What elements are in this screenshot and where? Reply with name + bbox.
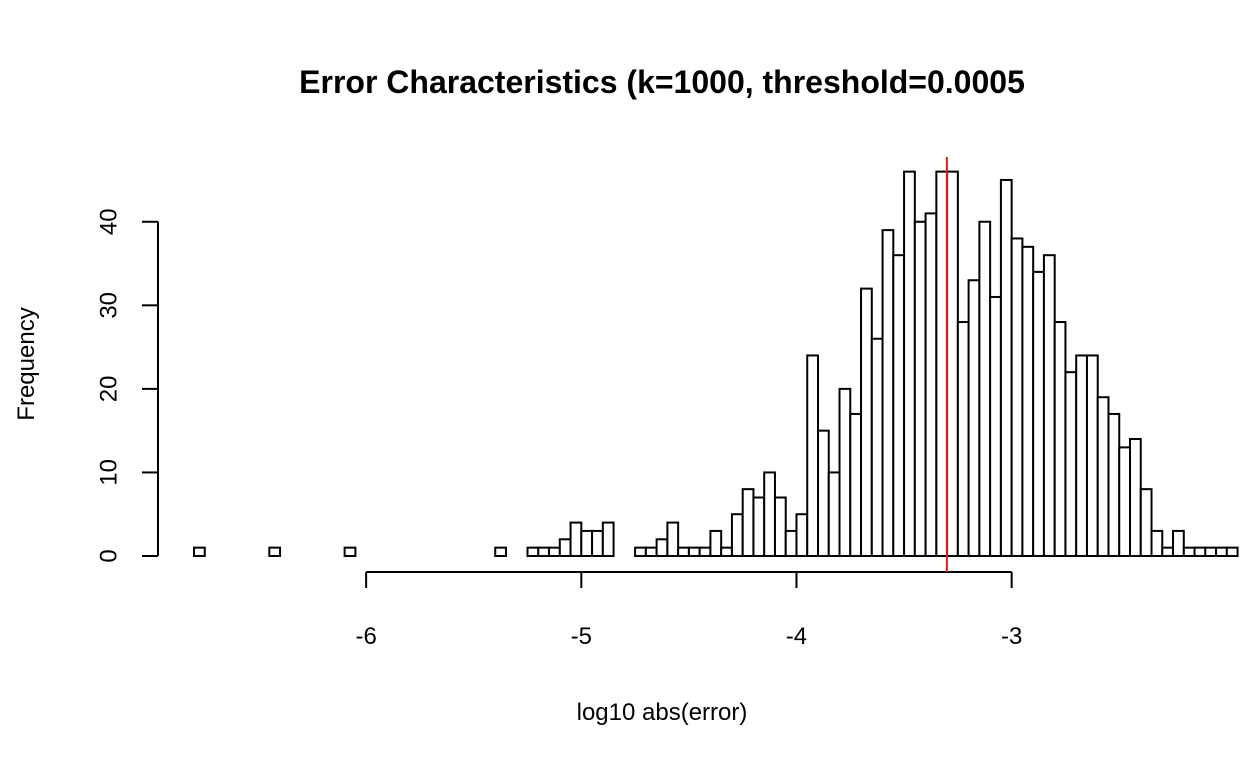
histogram-bar: [1225, 546, 1239, 557]
histogram-bar: [1182, 546, 1196, 557]
histogram-bar: [752, 496, 766, 557]
histogram-bar: [967, 279, 981, 557]
y-tick-label: 40: [95, 208, 122, 235]
histogram-bar: [558, 538, 572, 558]
histogram-bar: [1107, 412, 1121, 557]
histogram-bar: [343, 546, 357, 557]
x-axis-label: log10 abs(error): [577, 699, 748, 726]
histogram-bar: [1064, 371, 1078, 557]
histogram-bar: [537, 546, 551, 557]
histogram-bar: [978, 220, 992, 557]
histogram-bar: [655, 538, 669, 558]
histogram-bar: [1161, 546, 1175, 557]
histogram-bar: [989, 295, 1002, 557]
y-tick-label: 10: [95, 459, 122, 486]
chart-title: Error Characteristics (k=1000, threshold…: [299, 64, 1025, 100]
histogram-bar: [709, 529, 723, 558]
histogram-bar: [881, 229, 895, 557]
histogram-bar: [946, 170, 959, 557]
histogram-bar: [1172, 529, 1185, 558]
bars-group: [193, 170, 1239, 558]
histogram-bar: [1042, 254, 1056, 558]
histogram-bar: [924, 212, 938, 558]
histogram-bar: [268, 546, 282, 557]
y-tick-label: 0: [95, 549, 122, 562]
histogram-bar: [698, 546, 712, 557]
histogram-bar: [1150, 529, 1164, 558]
histogram-bar: [1129, 438, 1142, 557]
histogram-bar: [1118, 446, 1131, 558]
histogram-bar: [892, 254, 906, 558]
histogram-bar: [935, 170, 949, 557]
histogram-bar: [569, 521, 583, 557]
histogram-bar: [730, 513, 744, 557]
histogram-bar: [1021, 245, 1035, 557]
histogram-bar: [634, 546, 647, 557]
histogram-bar: [1193, 546, 1207, 557]
y-tick-label: 20: [95, 376, 122, 403]
histogram-bar: [1085, 354, 1099, 557]
histogram-bar: [644, 546, 658, 557]
histogram-bar: [494, 546, 508, 557]
histogram-bar: [677, 546, 690, 557]
histogram-bar: [1075, 354, 1088, 557]
histogram-bar: [1010, 237, 1024, 558]
histogram-bar: [580, 529, 594, 558]
x-axis: -6 -5 -4 -3: [355, 571, 1022, 650]
histogram-bar: [773, 496, 787, 557]
histogram-bar: [193, 546, 206, 557]
histogram-bar: [838, 387, 852, 557]
histogram-bar: [591, 529, 604, 558]
histogram-bar: [827, 471, 841, 557]
histogram-bar: [1096, 396, 1110, 557]
histogram-bar: [999, 178, 1013, 557]
histogram-bar: [1204, 546, 1218, 557]
x-tick-label: -5: [571, 623, 592, 650]
histogram-bar: [860, 287, 873, 557]
histogram-bar: [601, 521, 615, 557]
histogram-bar: [817, 429, 830, 557]
histogram-bar: [720, 546, 733, 557]
histogram-bar: [795, 513, 809, 557]
histogram-bar: [548, 546, 561, 557]
histogram-bar: [687, 546, 701, 557]
y-tick-label: 30: [95, 292, 122, 319]
histogram-bar: [870, 337, 884, 557]
histogram-bar: [956, 321, 970, 558]
histogram-bar: [741, 488, 755, 558]
y-axis: 0 10 20 30 40: [95, 208, 159, 563]
histogram-bar: [913, 220, 927, 557]
histogram-bar: [763, 471, 776, 557]
x-tick-label: -3: [1001, 623, 1022, 650]
histogram-bar: [806, 354, 820, 557]
histogram-bar: [526, 546, 540, 557]
histogram-bar: [1139, 488, 1153, 558]
histogram-bar: [849, 412, 863, 557]
y-axis-label: Frequency: [13, 307, 40, 420]
x-tick-label: -4: [786, 623, 807, 650]
histogram-bar: [1215, 546, 1228, 557]
histogram-bar: [784, 529, 798, 558]
histogram-bar: [1032, 270, 1045, 557]
histogram-bar: [1053, 321, 1067, 558]
histogram-bar: [903, 170, 916, 557]
histogram-bar: [666, 521, 680, 557]
x-tick-label: -6: [355, 623, 376, 650]
